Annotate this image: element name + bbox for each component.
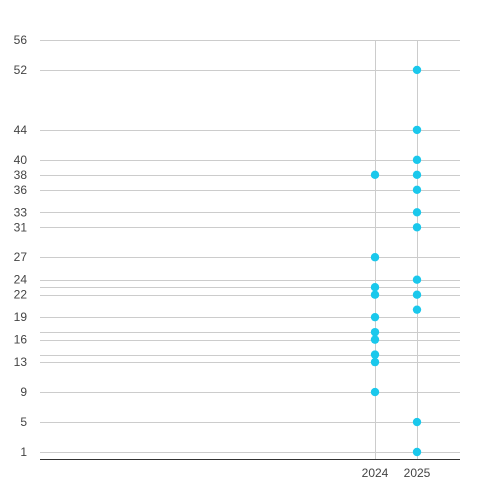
y-tick-label: 33 bbox=[14, 205, 28, 219]
y-tick-label: 5 bbox=[20, 415, 27, 429]
y-tick-label: 1 bbox=[20, 445, 27, 459]
y-tick-label: 9 bbox=[20, 385, 27, 399]
y-tick-label: 38 bbox=[14, 168, 28, 182]
data-point bbox=[370, 350, 380, 359]
y-tick-label: 44 bbox=[14, 123, 28, 137]
y-tick-label: 27 bbox=[14, 250, 28, 264]
y-tick-label: 31 bbox=[14, 220, 28, 234]
y-tick-label: 40 bbox=[14, 153, 28, 167]
data-point bbox=[412, 185, 422, 195]
data-point bbox=[412, 155, 422, 165]
data-point bbox=[370, 335, 380, 344]
data-point bbox=[370, 283, 380, 292]
grid-layer bbox=[40, 40, 460, 459]
data-point bbox=[370, 290, 380, 299]
data-point bbox=[412, 290, 422, 299]
data-point bbox=[370, 312, 380, 322]
y-tick-label: 36 bbox=[14, 183, 28, 197]
data-point bbox=[412, 223, 422, 232]
y-tick-label: 19 bbox=[14, 310, 28, 324]
y-tick-label: 24 bbox=[14, 273, 28, 287]
data-point bbox=[370, 387, 380, 397]
points-layer bbox=[370, 65, 422, 457]
data-point bbox=[370, 170, 380, 180]
y-tick-label: 52 bbox=[14, 63, 28, 77]
data-point bbox=[370, 357, 380, 367]
data-point bbox=[412, 208, 422, 217]
data-point bbox=[412, 417, 422, 427]
data-point bbox=[370, 253, 380, 262]
data-point bbox=[412, 125, 422, 135]
data-point bbox=[412, 447, 422, 457]
x-tick-label: 2024 bbox=[362, 466, 389, 480]
data-point bbox=[370, 327, 380, 337]
y-tick-label: 56 bbox=[14, 33, 28, 47]
data-point bbox=[412, 275, 422, 284]
y-tick-label: 22 bbox=[14, 288, 28, 302]
data-point bbox=[412, 170, 422, 180]
data-point bbox=[412, 305, 422, 314]
y-tick-label: 16 bbox=[14, 333, 28, 347]
y-tick-label: 13 bbox=[14, 355, 28, 369]
x-tick-label: 2025 bbox=[404, 466, 431, 480]
data-point bbox=[412, 65, 422, 75]
